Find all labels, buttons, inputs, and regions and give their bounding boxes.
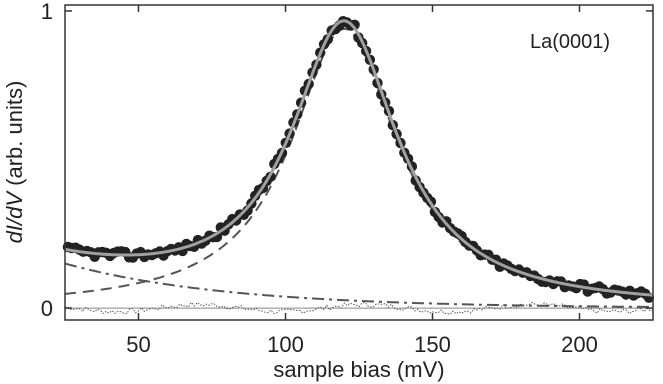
plot-layer — [62, 16, 655, 315]
y-axis-title-part: (arb. units) — [2, 81, 27, 192]
total-fit-line — [64, 19, 654, 297]
x-tick-label: 200 — [561, 332, 598, 357]
y-tick-label: 1 — [41, 0, 53, 24]
x-tick-label: 100 — [267, 332, 304, 357]
y-axis-title: dI/dV (arb. units) — [2, 81, 27, 244]
y-tick-label: 0 — [41, 296, 53, 321]
ticks-layer: 50 100 150 200 0 1 — [41, 0, 653, 357]
x-tick-label: 50 — [126, 332, 150, 357]
residual-line — [65, 301, 654, 315]
y-axis-title-part: dI/dV — [2, 190, 27, 244]
x-axis-title: sample bias (mV) — [273, 357, 444, 382]
plot-frame — [64, 4, 654, 321]
x-tick-label: 150 — [414, 332, 451, 357]
data-points — [62, 16, 655, 303]
annotation-label: La(0001) — [530, 31, 610, 53]
background-line — [64, 262, 653, 308]
